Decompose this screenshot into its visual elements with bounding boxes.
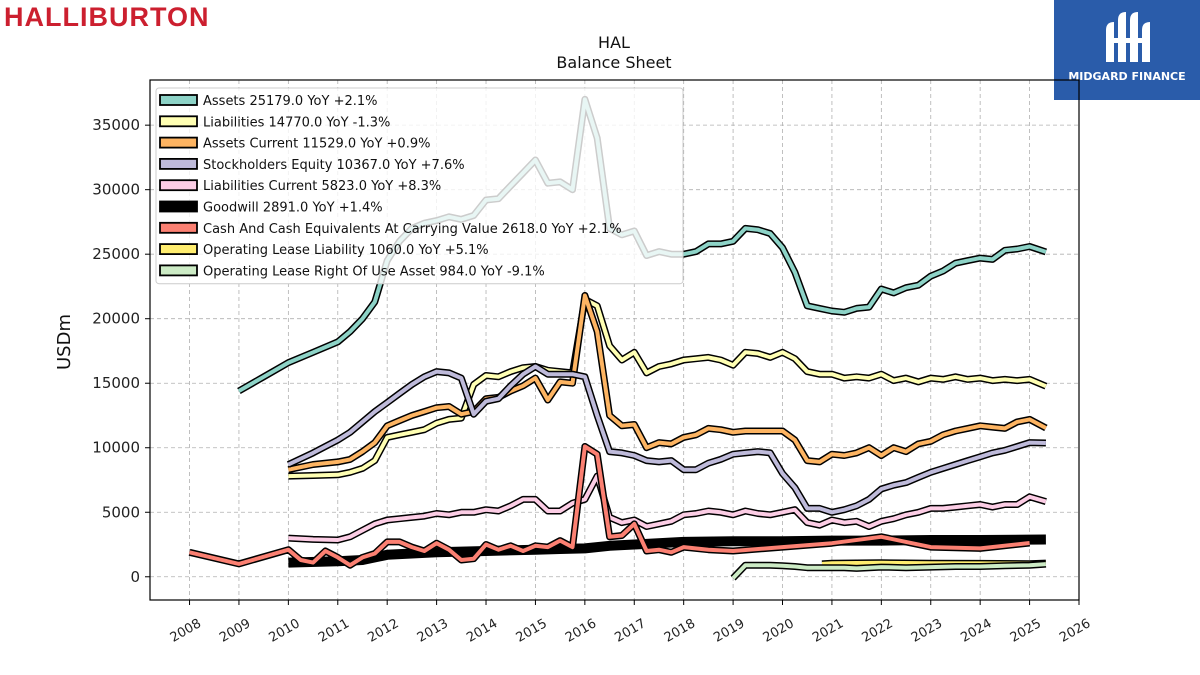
x-tick-label: 2009	[217, 616, 253, 646]
x-tick-label: 2020	[761, 616, 797, 646]
x-tick-label: 2008	[168, 616, 204, 646]
x-tick-label: 2021	[810, 616, 846, 646]
legend-entry-assets: Assets 25179.0 YoY +2.1%	[203, 94, 378, 109]
series-line-operating-lease-right-of-use-asset	[731, 562, 1047, 580]
y-tick-label: 25000	[92, 245, 140, 263]
x-tick-label: 2017	[612, 616, 648, 646]
legend: Assets 25179.0 YoY +2.1% Liabilities 1477…	[155, 87, 684, 285]
x-tick-label: 2013	[415, 616, 451, 646]
legend-swatch-cash-and-cash-equivalents-at-carrying-value	[159, 221, 198, 234]
legend-box	[155, 87, 684, 285]
legend-swatch-assets-current	[159, 136, 198, 149]
x-tick-label: 2023	[909, 616, 945, 646]
x-tick-label: 2018	[662, 616, 698, 646]
y-tick-label: 20000	[92, 310, 140, 328]
chart-subtitle: Balance Sheet	[556, 53, 671, 72]
legend-swatch-stockholders-equity	[159, 157, 198, 170]
x-tick-label: 2014	[464, 616, 500, 646]
legend-swatch-liabilities	[159, 115, 198, 128]
series-line-assets-current	[287, 293, 1047, 472]
legend-entry-assets-current: Assets Current 11529.0 YoY +0.9%	[203, 137, 430, 152]
legend-entry-liabilities: Liabilities 14770.0 YoY -1.3%	[203, 115, 390, 130]
legend-entry-operating-lease-right-of-use-asset: Operating Lease Right Of Use Asset 984.0…	[203, 264, 545, 279]
x-tick-label: 2026	[1057, 616, 1093, 646]
series-line-liabilities-current	[288, 474, 1047, 542]
y-tick-label: 5000	[102, 503, 140, 521]
series-line-stockholders-equity	[287, 364, 1046, 515]
y-tick-label: 15000	[92, 374, 140, 392]
y-tick-label: 10000	[92, 439, 140, 457]
x-tick-label: 2022	[860, 616, 896, 646]
legend-entry-cash-and-cash-equivalents-at-carrying-value: Cash And Cash Equivalents At Carrying Va…	[203, 222, 622, 237]
badge-label: MIDGARD FINANCE	[1068, 70, 1186, 83]
series-line-cash-and-cash-equivalents-at-carrying-value	[189, 444, 1030, 568]
x-tick-label: 2024	[958, 616, 994, 646]
y-axis-label: USDm	[54, 314, 75, 370]
series-outline-goodwill	[288, 534, 1046, 568]
legend-entry-liabilities-current: Liabilities Current 5823.0 YoY +8.3%	[203, 179, 441, 194]
x-tick-label: 2015	[514, 616, 550, 646]
plot-frame	[149, 79, 1080, 601]
y-tick-label: 30000	[92, 181, 140, 199]
legend-swatch-goodwill	[159, 200, 198, 213]
legend-entry-goodwill: Goodwill 2891.0 YoY +1.4%	[203, 201, 383, 216]
x-tick-label: 2019	[711, 616, 747, 646]
series-line-liabilities	[288, 297, 1047, 479]
y-tick-label: 35000	[92, 116, 140, 134]
chart-title: HAL	[598, 33, 630, 52]
x-tick-label: 2010	[267, 616, 303, 646]
x-tick-label: 2012	[365, 616, 401, 646]
midgard-logo-icon	[1106, 12, 1150, 62]
legend-swatch-operating-lease-liability	[159, 243, 198, 256]
series-lines	[188, 95, 1048, 581]
x-tick-label: 2016	[563, 616, 599, 646]
y-tick-label: 0	[130, 568, 140, 586]
x-tick-label: 2025	[1008, 616, 1044, 646]
halliburton-logo: HALLIBURTON	[4, 2, 210, 32]
midgard-finance-badge: MIDGARD FINANCE	[1054, 0, 1200, 100]
legend-swatch-operating-lease-right-of-use-asset	[159, 264, 198, 277]
legend-swatch-assets	[159, 94, 198, 106]
legend-entry-stockholders-equity: Stockholders Equity 10367.0 YoY +7.6%	[203, 158, 465, 173]
legend-swatch-liabilities-current	[159, 179, 198, 192]
x-tick-label: 2011	[316, 616, 352, 646]
legend-entry-operating-lease-liability: Operating Lease Liability 1060.0 YoY +5.…	[203, 243, 489, 258]
